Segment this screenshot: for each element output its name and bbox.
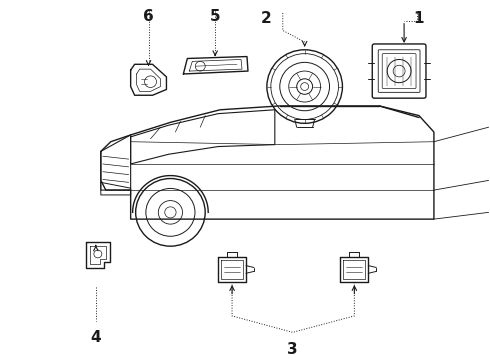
Text: 3: 3 (288, 342, 298, 357)
Text: 5: 5 (210, 9, 220, 24)
Text: 1: 1 (414, 11, 424, 26)
Text: 4: 4 (91, 330, 101, 345)
Text: 6: 6 (143, 9, 154, 24)
Text: 2: 2 (261, 11, 271, 26)
